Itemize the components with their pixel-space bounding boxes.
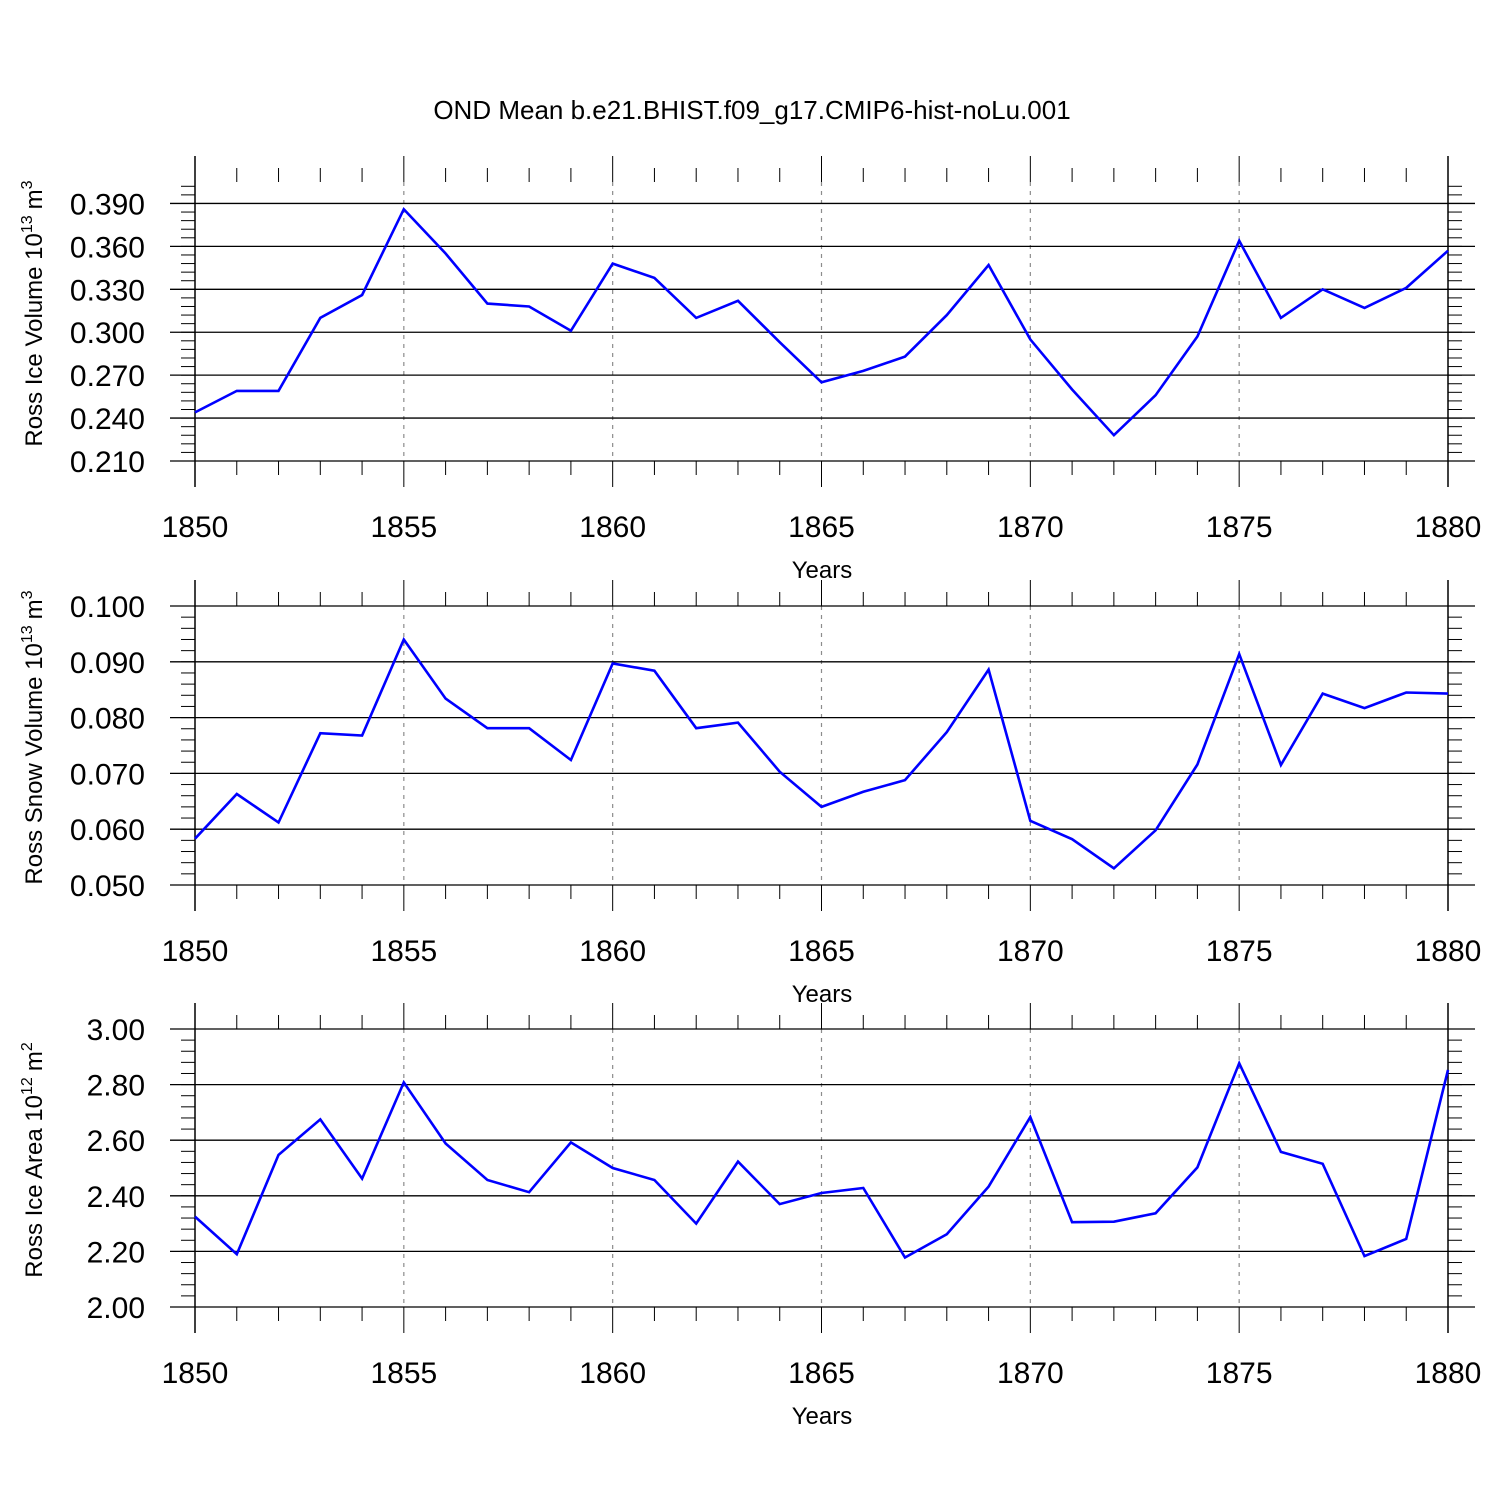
x-tick-label: 1870 [997,1357,1064,1390]
y-axis-title-unit-exponent: 3 [19,180,36,189]
y-tick-label: 0.060 [70,814,145,847]
x-tick-label: 1860 [579,511,646,544]
x-tick-label: 1855 [370,1357,437,1390]
y-tick-label: 0.070 [70,758,145,791]
series-line [194,206,1449,438]
y-tick-label: 0.210 [70,446,145,479]
y-axis-title-exponent: 12 [19,1077,36,1095]
y-axis-title: Ross Ice Area 1012 m2 [19,1042,48,1278]
y-tick-label: 0.080 [70,703,145,736]
y-tick-label: 2.60 [87,1125,145,1158]
y-tick-label: 2.00 [87,1292,145,1325]
y-axis-title-exponent: 13 [19,625,36,643]
x-tick-label: 1880 [1415,1357,1482,1390]
x-tick-label: 1855 [370,935,437,968]
x-tick-label: 1860 [579,1357,646,1390]
y-axis-title-text: Ross Ice Volume 10 [21,233,48,446]
y-axis-title-text: Ross Ice Area 10 [21,1095,48,1278]
x-tick-label: 1865 [788,511,855,544]
y-tick-label: 0.240 [70,403,145,436]
x-tick-label: 1865 [788,935,855,968]
y-tick-label: 0.300 [70,317,145,350]
y-tick-label: 0.360 [70,231,145,264]
series-line [194,1059,1450,1260]
x-tick-label: 1880 [1415,511,1482,544]
x-tick-label: 1875 [1206,511,1273,544]
y-tick-label: 2.80 [87,1070,145,1103]
x-tick-label: 1870 [997,511,1064,544]
x-tick-label: 1855 [370,511,437,544]
x-tick-label: 1860 [579,935,646,968]
y-axis-title: Ross Snow Volume 1013 m3 [19,590,48,884]
y-axis-title-unit-exponent: 3 [19,590,36,599]
x-tick-label: 1875 [1206,1357,1273,1390]
y-tick-label: 0.390 [70,188,145,221]
x-tick-label: 1875 [1206,935,1273,968]
x-tick-label: 1850 [162,511,229,544]
x-tick-label: 1880 [1415,935,1482,968]
y-axis-title-unit: m [21,599,48,619]
x-tick-label: 1870 [997,935,1064,968]
y-axis-title-unit-exponent: 2 [19,1042,36,1051]
y-axis-title-text: Ross Snow Volume 10 [21,643,48,884]
panel-2: 0.050 0.060 0.070 0.080 0.090 0.100 1850 1855 18… [19,580,1481,1008]
y-axis-title-unit: m [21,189,48,209]
x-axis-title: Years [792,1403,853,1430]
y-tick-label: 2.40 [87,1181,145,1214]
y-tick-label: 0.330 [70,274,145,307]
x-tick-label: 1850 [162,935,229,968]
series-line [194,636,1449,870]
panel-3: 2.00 2.20 2.40 2.60 2.80 3.00 1850 1855 1860 1865… [19,1003,1481,1430]
y-axis-title-exponent: 13 [19,215,36,233]
y-axis-title: Ross Ice Volume 1013 m3 [19,180,48,446]
y-tick-label: 0.270 [70,360,145,393]
x-tick-label: 1865 [788,1357,855,1390]
x-tick-label: 1850 [162,1357,229,1390]
y-tick-label: 0.100 [70,591,145,624]
chart-title: OND Mean b.e21.BHIST.f09_g17.CMIP6-hist-… [433,95,1070,125]
y-tick-label: 3.00 [87,1014,145,1047]
x-axis-title: Years [792,557,853,584]
y-axis-title-unit: m [21,1051,48,1071]
y-tick-label: 0.090 [70,647,145,680]
y-tick-label: 2.20 [87,1236,145,1269]
y-tick-label: 0.050 [70,870,145,903]
panel-1: 0.210 0.240 0.270 0.300 0.330 0.360 0.390 1850 1… [19,156,1481,584]
